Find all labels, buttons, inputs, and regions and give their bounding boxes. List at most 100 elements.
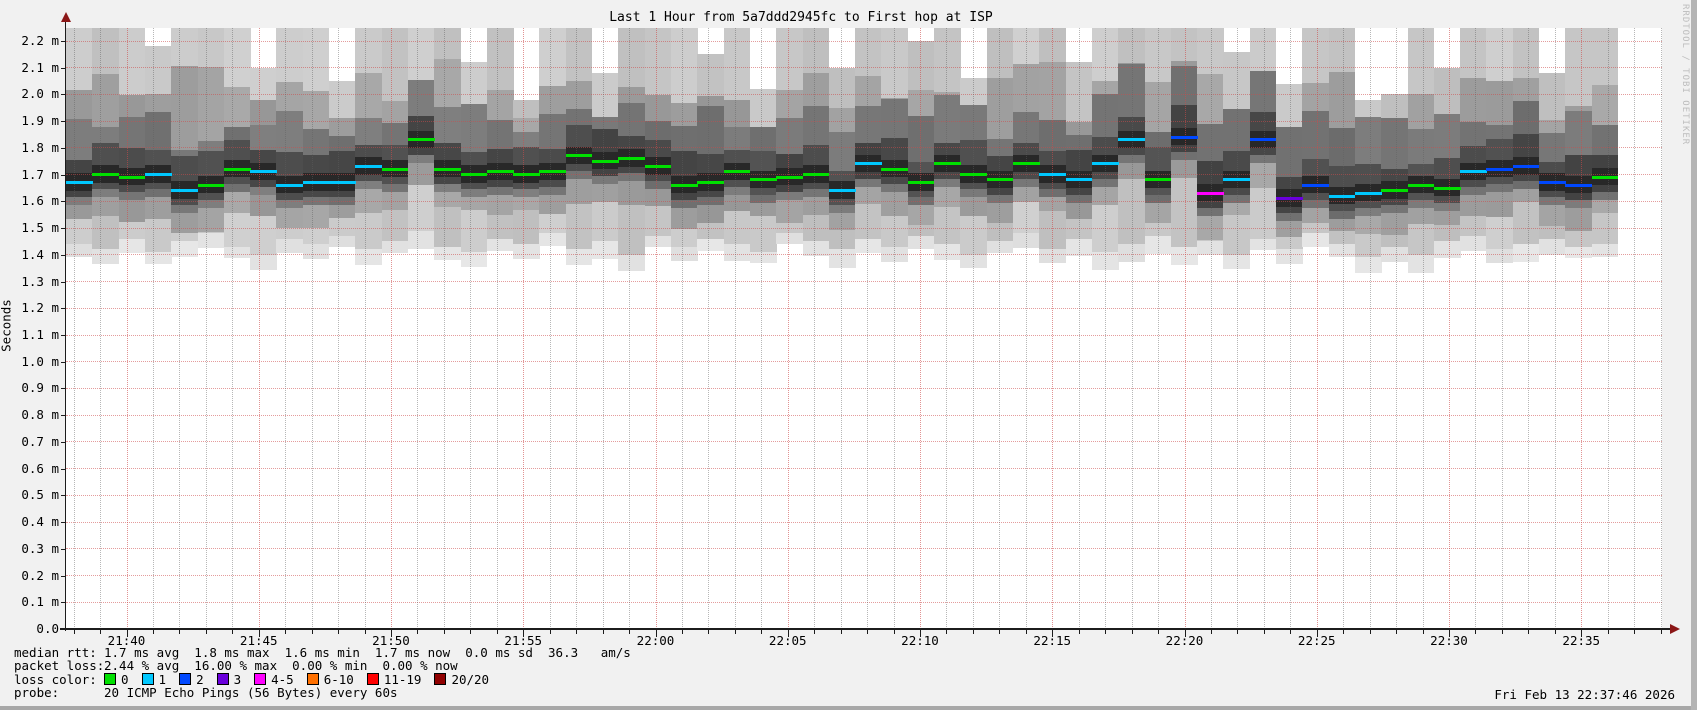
loss-color-swatches: 0 1 2 3 4-5 6-10 11-19 20/20: [104, 671, 502, 687]
median-line: [171, 189, 198, 193]
grid-line-x-major: [1581, 28, 1583, 629]
smoke-band: [1170, 246, 1198, 266]
probe-label: probe:: [14, 685, 60, 701]
smoke-band: [565, 249, 593, 266]
loss-color-value: 3: [233, 671, 242, 687]
x-tick-mark: [1105, 630, 1107, 634]
x-tick-mark: [1449, 630, 1450, 637]
y-tick-mark: [61, 495, 66, 497]
smoke-band: [1433, 241, 1461, 258]
grid-line-x-minor: [1475, 28, 1477, 629]
median-line: [144, 173, 172, 177]
x-tick-mark: [311, 630, 313, 634]
y-tick-mark: [61, 174, 66, 176]
median-line: [355, 165, 383, 169]
grid-line-y: [66, 147, 1662, 149]
median-line: [565, 154, 593, 158]
grid-line-x-minor: [1158, 28, 1160, 629]
y-tick-label: 1.1 m: [21, 327, 59, 342]
y-tick-mark: [61, 388, 66, 390]
smoke-band: [1144, 236, 1172, 254]
smoke-band: [407, 230, 435, 250]
x-tick-mark: [1607, 630, 1609, 634]
y-tick-label: 0.9 m: [21, 380, 59, 396]
y-tick-label: 1.6 m: [21, 193, 59, 209]
grid-line-x-minor: [1078, 28, 1080, 629]
smoke-band: [276, 238, 304, 253]
median-line: [1144, 178, 1172, 182]
x-tick-mark: [1263, 630, 1265, 634]
grid-line-y: [66, 575, 1662, 577]
generated-timestamp: Fri Feb 13 22:37:46 2026: [1494, 687, 1675, 702]
median-line: [1223, 178, 1251, 182]
y-tick-mark: [61, 228, 66, 230]
median-lines-layer: [66, 28, 1662, 629]
grid-line-x-major: [920, 28, 921, 629]
y-axis-label: Seconds: [0, 299, 14, 352]
loss-color-entry: 4-5: [254, 672, 294, 686]
x-tick-mark: [1290, 630, 1292, 634]
window-edge-right: [1691, 0, 1697, 710]
grid-line-y: [66, 334, 1662, 336]
x-tick-mark: [1369, 630, 1371, 634]
median-line: [1170, 135, 1198, 139]
grid-line-x-minor: [814, 28, 816, 629]
smoke-band: [1276, 249, 1303, 264]
loss-color-swatch-icon: [254, 673, 267, 686]
grid-line-x-minor: [1660, 28, 1662, 629]
smoke-band: [802, 241, 830, 256]
grid-line-y: [66, 120, 1662, 122]
grid-line-x-minor: [1263, 28, 1265, 629]
median-line: [223, 167, 251, 171]
grid-line-x-minor: [417, 28, 419, 629]
grid-line-x-minor: [734, 28, 736, 629]
smoke-band: [1302, 233, 1330, 247]
grid-line-x-minor: [364, 28, 366, 629]
median-line: [118, 175, 146, 179]
y-tick-mark: [61, 629, 66, 630]
x-tick-mark: [126, 630, 128, 637]
y-tick-mark: [61, 254, 66, 256]
grid-line-x-minor: [1607, 28, 1609, 629]
y-tick-mark: [61, 575, 66, 577]
x-tick-mark: [920, 630, 921, 637]
median-line: [776, 175, 803, 179]
smoke-band: [539, 233, 567, 246]
x-tick-label: 22:00: [636, 633, 675, 648]
x-tick-mark: [1634, 630, 1636, 634]
y-tick-label: 2.0 m: [21, 86, 59, 102]
grid-line-y: [66, 494, 1662, 496]
grid-line-x-minor: [867, 28, 869, 629]
median-line: [66, 181, 93, 185]
x-tick-mark: [100, 630, 102, 634]
grid-line-y: [66, 307, 1662, 309]
y-tick-mark: [61, 147, 66, 149]
grid-line-x-minor: [840, 28, 842, 629]
x-tick-mark: [814, 630, 816, 634]
smoke-band: [644, 236, 672, 248]
x-tick-mark: [1158, 630, 1160, 634]
loss-color-value: 20/20: [451, 671, 490, 687]
x-tick-label: 21:50: [372, 633, 410, 648]
chart-title: Last 1 Hour from 5a7ddd2945fc to First h…: [609, 10, 993, 25]
median-line: [881, 167, 909, 171]
loss-color-entry: 1: [141, 672, 166, 686]
median-line: [250, 170, 277, 174]
smoke-band: [776, 233, 803, 245]
x-tick-mark: [1660, 630, 1662, 634]
x-tick-mark: [708, 630, 710, 634]
grid-line-y: [66, 521, 1662, 523]
x-tick-mark: [1343, 630, 1345, 634]
x-tick-mark: [152, 630, 154, 634]
loss-color-value: 6-10: [323, 671, 354, 687]
y-tick-label: 0.3 m: [21, 540, 59, 556]
median-line: [460, 173, 488, 177]
grid-line-y: [66, 281, 1662, 283]
loss-color-label: loss color:: [14, 671, 97, 687]
loss-color-entry: 0: [104, 672, 129, 686]
smoke-band: [329, 236, 356, 248]
grid-line-y: [66, 254, 1662, 256]
y-axis-arrow-icon: [61, 12, 71, 22]
loss-color-swatch-icon: [104, 673, 116, 686]
median-rtt-label: median rtt:: [14, 645, 97, 660]
